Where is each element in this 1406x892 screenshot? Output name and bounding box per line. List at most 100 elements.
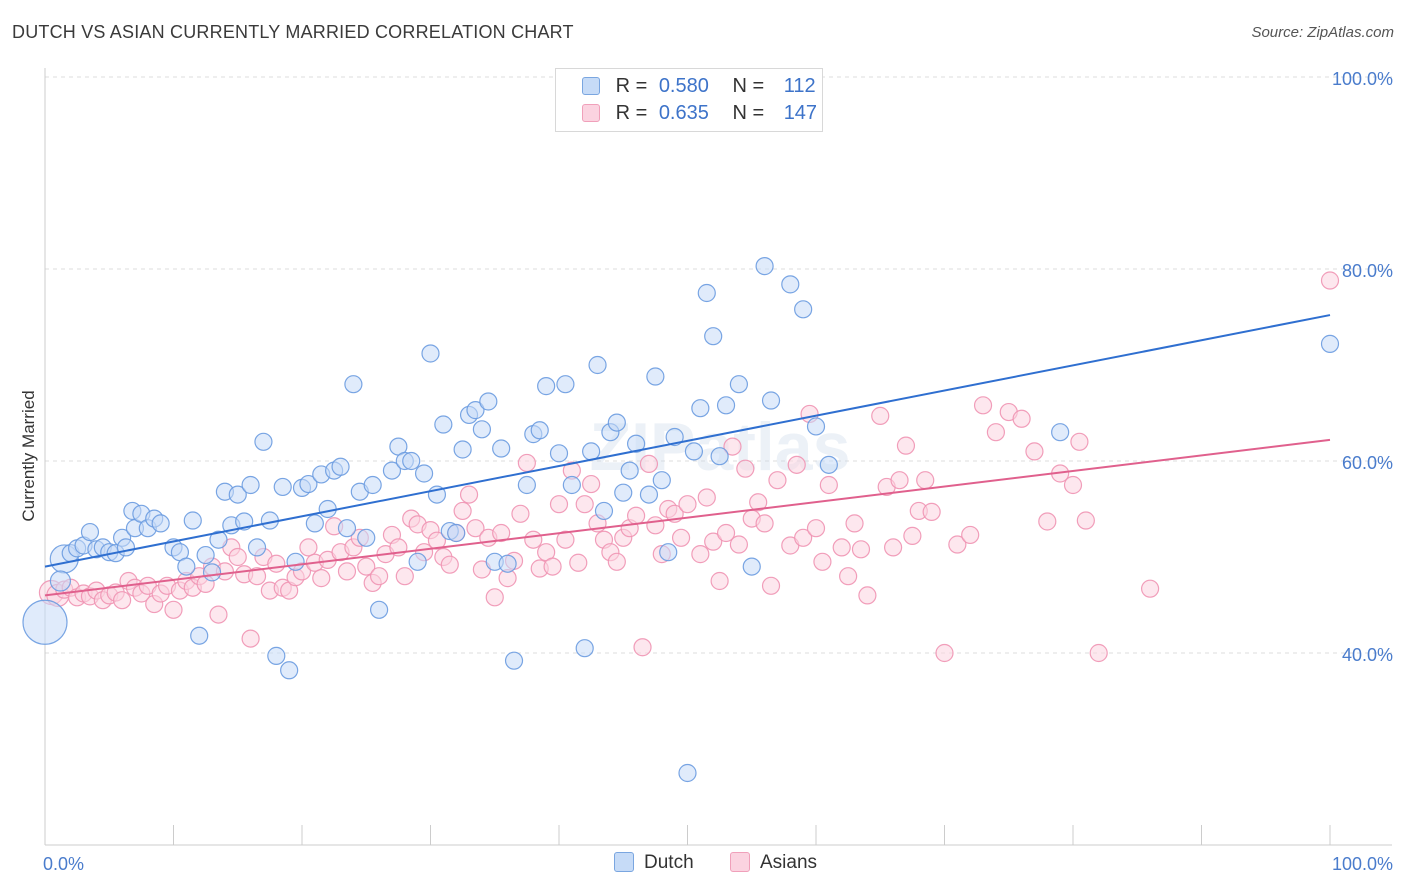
legend-label-asians: Asians [760,852,818,873]
asians-point [761,576,781,595]
dutch-point [151,514,170,533]
asians-point [357,557,376,576]
asians-point [896,436,916,455]
asians-point [427,531,447,550]
dutch-point [684,442,704,461]
asians-point [839,567,858,586]
y-tick-label: 40.0% [1342,645,1393,665]
asians-point [241,629,260,648]
asians-point [813,552,832,571]
dutch-point [691,399,710,418]
dutch-point [729,375,749,394]
asians-point [485,588,504,607]
asians-point [1140,579,1160,598]
dutch-point [318,499,337,519]
asians-point [1089,643,1108,663]
dutch-point [357,528,376,547]
dutch-point [209,530,228,549]
asians-point [883,538,903,557]
asians-point [312,569,331,588]
legend-item-asians[interactable]: Asians [730,852,817,874]
asians-point [646,516,665,535]
dutch-point [639,485,659,504]
asians-point [370,567,389,586]
dutch-point [665,427,684,447]
asians-point [697,488,716,507]
asians-point [209,605,228,624]
dutch-point [49,570,72,592]
y-tick-labels: 100.0% 80.0% 60.0% 40.0% [1332,69,1393,665]
x-tick-label: 0.0% [43,854,84,874]
dutch-point [582,442,601,461]
asians-point [948,535,967,554]
legend-row-asians: R = 0.635 N = 147 [582,102,817,125]
asians-point [832,538,851,557]
dutch-point [549,444,569,463]
legend-swatch-dutch [614,852,634,872]
dutch-point [504,651,524,670]
asians-point [723,437,742,456]
asians-point [440,555,459,574]
dutch-point [447,523,466,543]
dutch-point [556,375,575,394]
asians-point [755,514,774,533]
legend-item-dutch[interactable]: Dutch [614,852,694,874]
asians-point [716,523,736,543]
dutch-point [402,451,421,471]
asians-point [961,525,980,545]
dutch-point [202,563,222,582]
dutch-point [408,552,427,571]
asians-point [1038,512,1057,531]
asians-point [607,552,626,571]
dutch-point [530,421,549,440]
legend-r-value-asians: 0.635 [658,102,709,124]
dutch-point [267,646,286,665]
dutch-trend-line [44,314,1331,568]
dutch-point [370,600,389,619]
asians-point [511,504,530,523]
asians-point [729,535,749,554]
dutch-point [235,512,254,531]
asians-point [247,567,267,586]
asians-point [337,562,357,581]
y-tick-label: 80.0% [1342,261,1393,281]
dutch-point [22,599,68,645]
dutch-point [280,661,299,680]
dutch-point [710,447,729,466]
asians-point [871,406,890,425]
legend-n-label: N = [732,102,765,124]
dutch-point [704,327,723,346]
asians-point [575,495,594,514]
asians-point [851,540,871,559]
asians-point [935,643,954,663]
asians-point [633,638,652,657]
dutch-point [652,471,671,490]
legend-label-dutch: Dutch [644,852,694,873]
asians-point [1063,475,1083,495]
dutch-point [299,474,318,494]
correlation-legend: R = 0.580 N = 112 R = 0.635 N = 147 [555,68,823,132]
asians-point [678,495,697,514]
asians-point [787,455,806,474]
asians-point [543,557,562,576]
dutch-point [228,485,247,504]
dutch-point [620,461,639,480]
asians-point [1070,432,1089,451]
asians-point [858,586,877,605]
dutch-point [479,392,498,411]
dutch-point [761,391,781,410]
asians-point [671,528,691,547]
dutch-point [434,415,453,434]
dutch-point [453,440,472,459]
asians-point [922,502,941,521]
asians-point [453,501,472,521]
chart-source: Source: ZipAtlas.com [1251,24,1394,41]
asians-point [845,514,864,533]
dutch-point [80,522,100,542]
asians-point [794,528,813,547]
asians-point [691,545,710,564]
asians-trend-line [44,438,1331,597]
legend-n-value-asians: 147 [783,102,818,124]
asians-point [806,519,826,538]
asians-point [768,471,787,490]
